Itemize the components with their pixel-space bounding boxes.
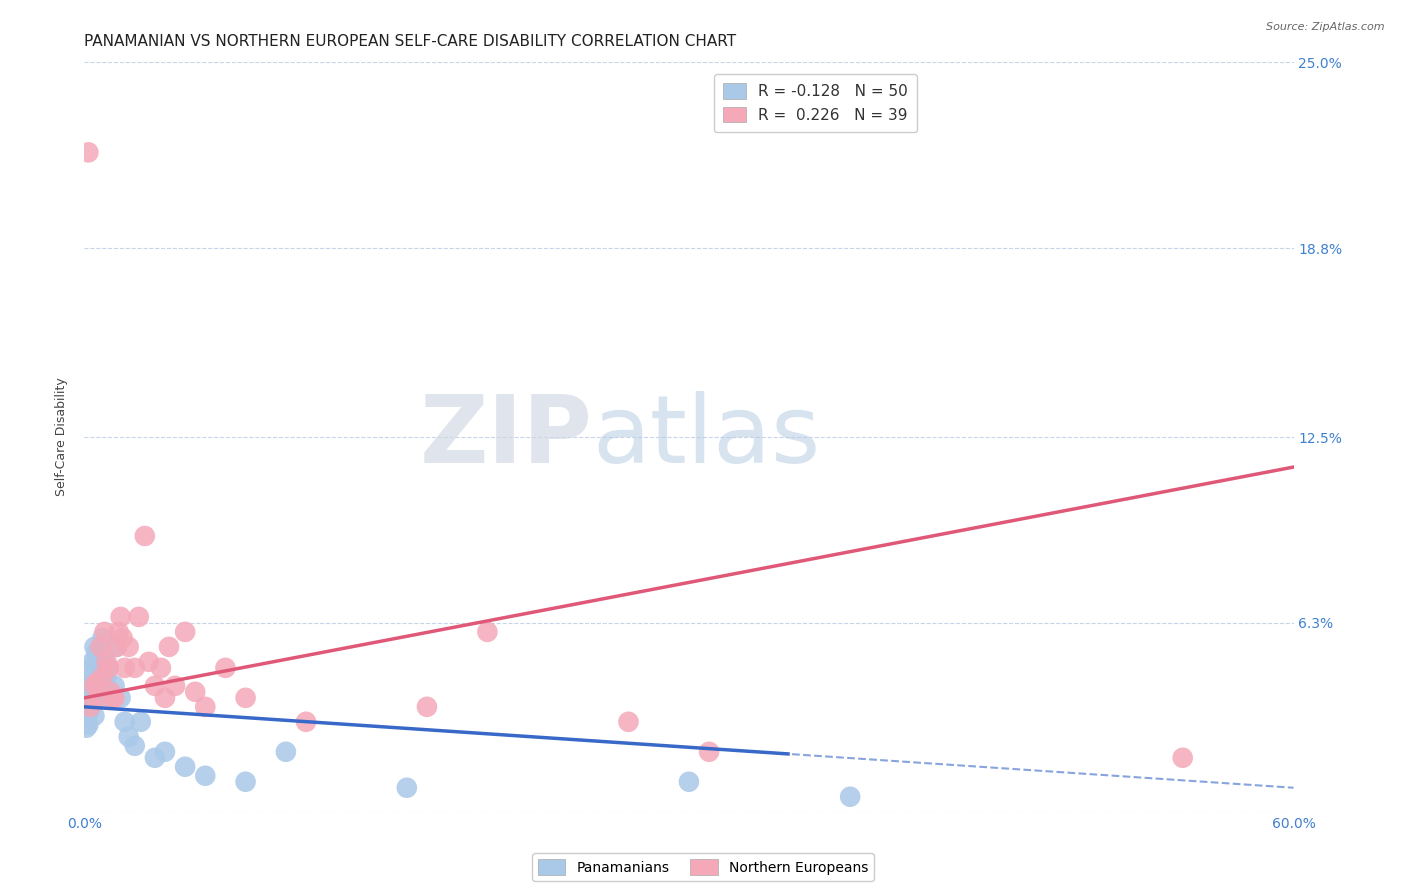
Point: [82, 670, 104, 684]
Legend: Panamanians, Northern Europeans: Panamanians, Northern Europeans: [531, 854, 875, 880]
Point: [114, 661, 136, 675]
Point: [128, 610, 150, 624]
Point: [617, 714, 640, 729]
Point: [91, 631, 114, 645]
Point: [91, 670, 114, 684]
Legend: R = -0.128   N = 50, R =  0.226   N = 39: R = -0.128 N = 50, R = 0.226 N = 39: [714, 74, 917, 132]
Point: [477, 624, 499, 639]
Point: [89, 640, 111, 654]
Point: [174, 624, 197, 639]
Point: [77, 706, 100, 720]
Point: [1171, 751, 1194, 765]
Point: [104, 679, 127, 693]
Point: [678, 774, 700, 789]
Point: [91, 690, 114, 705]
Point: [165, 679, 187, 693]
Point: [89, 685, 111, 699]
Point: [96, 670, 118, 684]
Point: [129, 714, 152, 729]
Point: [83, 679, 105, 693]
Point: [77, 679, 100, 693]
Point: [114, 714, 136, 729]
Point: [235, 774, 257, 789]
Point: [118, 640, 141, 654]
Point: [100, 685, 122, 699]
Text: atlas: atlas: [592, 391, 821, 483]
Point: [82, 655, 104, 669]
Point: [143, 679, 166, 693]
Point: [83, 708, 105, 723]
Point: [86, 661, 108, 675]
Point: [138, 655, 160, 669]
Point: [839, 789, 862, 804]
Point: [395, 780, 418, 795]
Point: [107, 624, 129, 639]
Point: [96, 655, 118, 669]
Point: [89, 661, 111, 675]
Point: [104, 690, 127, 705]
Point: [79, 690, 101, 705]
Point: [83, 690, 105, 705]
Point: [75, 708, 97, 723]
Point: [82, 685, 104, 699]
Point: [110, 610, 132, 624]
Point: [89, 648, 111, 663]
Point: [134, 529, 156, 543]
Point: [274, 745, 297, 759]
Point: [697, 745, 720, 759]
Point: [87, 679, 110, 693]
Point: [79, 699, 101, 714]
Point: [77, 718, 100, 732]
Point: [194, 769, 217, 783]
Point: [93, 624, 115, 639]
Point: [79, 699, 101, 714]
Point: [214, 661, 236, 675]
Point: [77, 690, 100, 705]
Point: [77, 697, 100, 711]
Point: [79, 661, 101, 675]
Point: [153, 745, 176, 759]
Point: [105, 640, 128, 654]
Point: [77, 145, 100, 160]
Y-axis label: Self-Care Disability: Self-Care Disability: [55, 377, 69, 497]
Text: ZIP: ZIP: [419, 391, 592, 483]
Point: [295, 714, 318, 729]
Point: [75, 714, 97, 729]
Point: [174, 760, 197, 774]
Point: [86, 676, 108, 690]
Point: [100, 685, 122, 699]
Point: [101, 690, 124, 705]
Point: [124, 739, 146, 753]
Point: [97, 661, 120, 675]
Point: [93, 673, 115, 687]
Point: [149, 661, 172, 675]
Point: [105, 640, 128, 654]
Point: [87, 690, 110, 705]
Point: [86, 685, 108, 699]
Text: PANAMANIAN VS NORTHERN EUROPEAN SELF-CARE DISABILITY CORRELATION CHART: PANAMANIAN VS NORTHERN EUROPEAN SELF-CAR…: [84, 34, 737, 49]
Point: [97, 661, 120, 675]
Point: [416, 699, 439, 714]
Point: [184, 685, 207, 699]
Point: [111, 631, 134, 645]
Point: [235, 690, 257, 705]
Point: [118, 730, 141, 744]
Point: [157, 640, 180, 654]
Point: [101, 690, 124, 705]
Point: [83, 640, 105, 654]
Point: [143, 751, 166, 765]
Point: [86, 646, 108, 660]
Point: [124, 661, 146, 675]
Point: [110, 690, 132, 705]
Point: [93, 655, 115, 669]
Point: [75, 721, 97, 735]
Point: [87, 670, 110, 684]
Point: [79, 676, 101, 690]
Text: Source: ZipAtlas.com: Source: ZipAtlas.com: [1267, 22, 1385, 32]
Point: [194, 699, 217, 714]
Point: [153, 690, 176, 705]
